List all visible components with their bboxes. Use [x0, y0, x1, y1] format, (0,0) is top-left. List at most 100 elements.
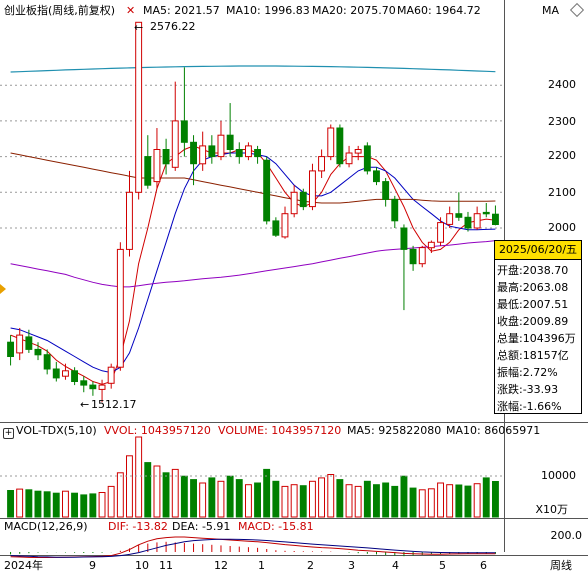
ma60-value: MA60: 1964.72 [397, 4, 481, 17]
info-close: 收盘:2009.89 [497, 315, 569, 328]
candle-body [492, 213, 499, 225]
volume-bar [98, 492, 106, 518]
volume-bar [25, 489, 33, 518]
volume-bar [299, 485, 307, 518]
candle-body [153, 149, 161, 183]
volume-bar [318, 477, 326, 518]
info-open: 开盘:2038.70 [497, 264, 569, 277]
ma-line-ma20 [10, 152, 496, 204]
info-amount: 总额:18157亿 [497, 349, 569, 362]
price-axis-label: 2000 [548, 221, 576, 234]
candle-body [318, 156, 326, 172]
candle-body [391, 198, 399, 222]
x-axis-label: 2024年 [4, 559, 43, 572]
candle-body [281, 213, 289, 238]
candle-body [446, 213, 454, 225]
macd-axis-divider [0, 555, 588, 556]
candle-body [71, 370, 78, 382]
indicator-settings-icon[interactable]: + [3, 428, 14, 439]
volume-bar [418, 489, 426, 518]
macd-indicator-title[interactable]: MACD(12,26,9) [4, 520, 88, 533]
candle-body [25, 336, 33, 350]
x-axis-label: 6 [480, 559, 487, 572]
candle-body [235, 149, 243, 158]
period-label[interactable]: 周线 [550, 559, 572, 572]
candle-body [254, 149, 262, 158]
volume-bar [126, 455, 133, 518]
side-panel-toggle-icon[interactable] [0, 284, 6, 294]
volume-bar [437, 482, 445, 518]
volume-axis-label: 10000 [541, 469, 576, 482]
volume-bar [16, 488, 24, 518]
x-axis-label: 4 [392, 559, 399, 572]
candle-body [116, 248, 124, 368]
volume-bar [116, 472, 124, 518]
ma20-value: MA20: 2075.70 [312, 4, 396, 17]
chart-title[interactable]: 创业板指(周线,前复权) [4, 4, 116, 17]
volume-indicator-title[interactable]: VOL-TDX(5,10) [16, 424, 97, 437]
volume-bar [263, 468, 271, 518]
volume-bar [482, 477, 490, 518]
candle-body [455, 213, 463, 218]
volume-bar [427, 488, 435, 518]
volume-bar [135, 436, 143, 518]
low-marker-label: 1512.17 [91, 398, 137, 411]
volume-bar [245, 484, 252, 518]
price-axis-label: 2400 [548, 78, 576, 91]
volume-bar [162, 472, 170, 518]
info-pin-icon[interactable]: ✕ [126, 4, 136, 17]
ma10-value: MA10: 1996.83 [226, 4, 310, 17]
x-axis-label: 12 [214, 559, 228, 572]
volume-macd-divider [0, 518, 588, 519]
volume-bar [199, 482, 207, 518]
x-axis-label: 9 [89, 559, 96, 572]
candle-body [43, 354, 51, 370]
candle-body [180, 120, 188, 143]
volume-bar [391, 485, 399, 518]
volume-bar [235, 479, 243, 518]
candle-body [199, 145, 207, 165]
x-axis-label: 10 [135, 559, 149, 572]
candle-body [52, 368, 60, 379]
candle-body [409, 248, 417, 265]
candle-body [98, 384, 106, 390]
high-marker-label: 2576.22 [150, 20, 196, 33]
volume-bar [354, 485, 362, 518]
low-marker-arrow-icon: ← [80, 398, 90, 411]
volume-bar [107, 485, 115, 518]
candle-body [373, 170, 380, 183]
volume-bar [226, 475, 234, 518]
ma-line-ma60 [10, 240, 496, 288]
volume-bar [71, 492, 78, 518]
candle-body [144, 156, 152, 186]
candle-body [345, 152, 353, 165]
volume-bar [190, 479, 198, 518]
volume-bar [34, 490, 42, 518]
candle-body [107, 366, 115, 384]
candle-body [336, 127, 344, 165]
candle-body [354, 149, 362, 154]
candle-body [482, 211, 490, 215]
volume-bar [327, 474, 335, 518]
macd-value: MACD: -15.81 [238, 520, 314, 533]
info-date: 2025/06/20/五 [495, 241, 581, 260]
x-axis-label: 5 [439, 559, 446, 572]
vol-ma10-value: MA10: 86065971 [446, 424, 540, 437]
candle-body [208, 145, 216, 158]
candle-body [473, 213, 481, 229]
volume-bar [171, 468, 179, 518]
info-amplitude: 振幅:2.72% [497, 366, 558, 379]
bar-info-panel: 2025/06/20/五 开盘:2038.70 最高:2063.08 最低:20… [494, 240, 582, 414]
volume-bar [373, 484, 380, 518]
info-change: 涨跌:-33.93 [497, 383, 559, 396]
volume-bar [309, 480, 316, 518]
candle-body [263, 159, 271, 222]
volume-bar [455, 484, 463, 518]
candle-body [89, 384, 97, 390]
x-axis-label: 1 [258, 559, 265, 572]
volume-bar [290, 484, 298, 518]
vvol-value: VVOL: 1043957120 [104, 424, 211, 437]
volume-bar [89, 493, 97, 518]
candle-body [418, 247, 426, 265]
